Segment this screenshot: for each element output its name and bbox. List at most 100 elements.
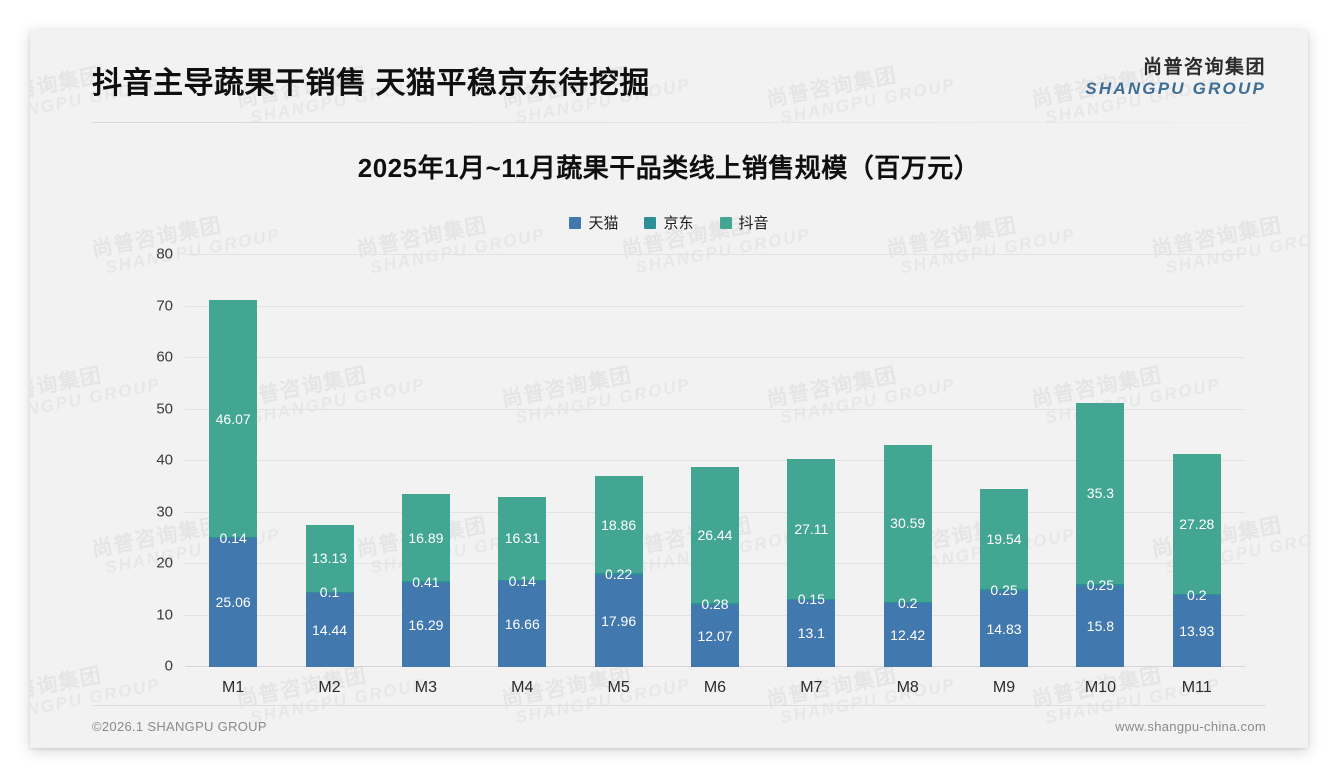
bar-value-label: 14.44: [312, 621, 348, 638]
bar-segment[interactable]: 16.89: [401, 494, 450, 581]
bar-segment[interactable]: 13.1: [787, 599, 836, 667]
bar-segment[interactable]: 13.93: [1172, 595, 1221, 667]
bar-value-label: 27.11: [794, 520, 829, 537]
bar-value-label: 14.83: [986, 620, 1022, 637]
bar-segment[interactable]: 0.22: [594, 567, 643, 581]
bar-group[interactable]: 12.07 0.28 26.44 M6: [667, 255, 763, 696]
stacked-bar[interactable]: 14.83 0.25 19.54: [980, 488, 1029, 667]
bar-segment[interactable]: 14.83: [980, 590, 1029, 667]
gridline: 70: [156, 297, 1245, 314]
bar-value-label: 13.93: [1179, 623, 1215, 640]
stacked-bar[interactable]: 12.07 0.28 26.44: [690, 467, 739, 667]
bar-group[interactable]: 16.29 0.41 16.89 M3: [378, 255, 474, 696]
x-axis-tick-label: M3: [414, 679, 438, 696]
stacked-bar[interactable]: 25.06 0.14 46.07: [209, 299, 258, 667]
x-axis-tick-label: M8: [896, 679, 919, 696]
bar-segment[interactable]: 15.8: [1076, 585, 1125, 667]
bar-value-label: 35.3: [1086, 485, 1115, 502]
bar-value-label: 0.41: [412, 574, 440, 591]
bar-value-label: 46.07: [215, 410, 251, 427]
chart-plot-area: 80 70 60 50 40 30 20 10 0 25.06 0.14 46.07 M1 14.44 0…: [156, 246, 1245, 696]
bar-segment[interactable]: 18.86: [594, 476, 643, 574]
bar-value-label: 18.86: [601, 516, 637, 533]
bar-segment[interactable]: 35.3: [1076, 402, 1125, 585]
bar-value-label: 0.2: [1187, 586, 1207, 603]
bar-value-label: 25.06: [215, 594, 251, 611]
bar-segment[interactable]: 0.41: [401, 575, 450, 589]
bar-value-label: 0.22: [604, 565, 633, 582]
stacked-bar[interactable]: 12.42 0.2 30.59: [883, 444, 932, 667]
bar-segment[interactable]: 30.59: [883, 444, 932, 603]
y-axis-tick-label: 60: [156, 348, 173, 366]
legend-item-1[interactable]: 天猫: [569, 212, 618, 233]
bar-group[interactable]: 16.66 0.14 16.31 M4: [474, 255, 570, 696]
bar-segment[interactable]: 26.44: [690, 467, 739, 604]
bar-value-label: 16.89: [408, 529, 444, 546]
x-axis-tick-label: M10: [1084, 679, 1116, 696]
bar-group[interactable]: 14.83 0.25 19.54 M9: [956, 255, 1052, 696]
bar-segment[interactable]: 27.28: [1172, 453, 1221, 595]
bar-value-label: 12.07: [697, 627, 733, 644]
bar-value-label: 17.96: [601, 612, 637, 629]
bar-segment[interactable]: 16.29: [401, 583, 450, 667]
logo-english-text: SHANGPU GROUP: [1085, 78, 1266, 98]
bar-segment[interactable]: 16.31: [498, 496, 547, 581]
bar-segment[interactable]: 13.13: [305, 524, 354, 593]
bar-group[interactable]: 25.06 0.14 46.07 M1: [185, 255, 281, 696]
bar-segment[interactable]: 0.1: [305, 585, 354, 599]
chart-title: 2025年1月~11月蔬果干品类线上销售规模（百万元）: [357, 153, 981, 183]
gridline: 40: [156, 452, 1245, 469]
bar-segment[interactable]: 0.14: [498, 574, 547, 588]
y-axis-tick-label: 80: [156, 245, 173, 263]
y-axis-tick-label: 0: [164, 657, 173, 675]
stacked-bar[interactable]: 15.8 0.25 35.3: [1076, 402, 1125, 667]
bar-segment[interactable]: 0.25: [1076, 578, 1125, 592]
legend-item-3[interactable]: 抖音: [719, 212, 769, 233]
y-axis-tick-label: 30: [156, 503, 173, 520]
y-axis-tick-label: 70: [156, 297, 173, 314]
bar-segment[interactable]: 12.07: [690, 604, 739, 667]
bar-segment[interactable]: 17.96: [594, 574, 643, 667]
bar-segment[interactable]: 27.11: [787, 459, 836, 599]
bar-value-label: 0.25: [990, 582, 1018, 598]
bar-segment[interactable]: 46.07: [209, 299, 258, 538]
bar-segment[interactable]: 0.15: [787, 592, 836, 606]
stacked-bar[interactable]: 16.66 0.14 16.31: [498, 496, 547, 667]
x-axis-tick-label: M9: [992, 679, 1016, 696]
bar-segment[interactable]: 25.06: [209, 537, 258, 667]
bar-segment[interactable]: 0.2: [1172, 588, 1221, 602]
gridline: 50: [156, 400, 1245, 417]
stacked-bar[interactable]: 13.1 0.15 27.11: [787, 459, 836, 667]
bar-segment[interactable]: 12.42: [883, 603, 932, 667]
legend-swatch-icon: [719, 216, 732, 229]
bar-segment[interactable]: 14.44: [305, 592, 354, 667]
legend-item-2[interactable]: 京东: [644, 212, 694, 233]
x-axis-tick-label: M11: [1181, 679, 1212, 696]
stacked-bar[interactable]: 17.96 0.22 18.86: [594, 476, 643, 667]
bar-value-label: 0.14: [219, 529, 247, 546]
bar-group[interactable]: 13.1 0.15 27.11 M7: [763, 255, 859, 696]
bar-segment[interactable]: 0.25: [980, 583, 1029, 597]
bar-value-label: 0.28: [701, 596, 729, 613]
bar-group[interactable]: 13.93 0.2 27.28 M11: [1149, 255, 1245, 696]
bar-group[interactable]: 12.42 0.2 30.59 M8: [860, 255, 956, 696]
bar-group[interactable]: 17.96 0.22 18.86 M5: [570, 255, 666, 696]
bar-segment[interactable]: 0.2: [883, 596, 932, 610]
footer-website: www.shangpu-china.com: [1115, 719, 1266, 734]
bar-segment[interactable]: 0.14: [209, 531, 258, 545]
bar-group[interactable]: 14.44 0.1 13.13 M2: [281, 255, 377, 696]
bar-segment[interactable]: 19.54: [980, 488, 1029, 590]
stacked-bar[interactable]: 16.29 0.41 16.89: [401, 494, 450, 667]
legend-swatch-icon: [569, 216, 582, 229]
presentation-slide: 尚普咨询集团 SHANGPU GROUP 尚普咨询集团 SHANGPU GROUP 尚普…: [30, 30, 1308, 748]
bar-group[interactable]: 15.8 0.25 35.3 M10: [1052, 255, 1148, 696]
bar-value-label: 15.8: [1086, 618, 1115, 635]
stacked-bar[interactable]: 13.93 0.2 27.28: [1172, 453, 1221, 667]
legend-swatch-icon: [644, 216, 657, 229]
bar-value-label: 0.14: [508, 572, 536, 589]
stacked-bar[interactable]: 14.44 0.1 13.13: [305, 524, 354, 667]
bar-segment[interactable]: 16.66: [498, 581, 547, 667]
bar-segment[interactable]: 0.28: [690, 597, 739, 611]
footer-copyright: ©2026.1 SHANGPU GROUP: [92, 719, 267, 734]
